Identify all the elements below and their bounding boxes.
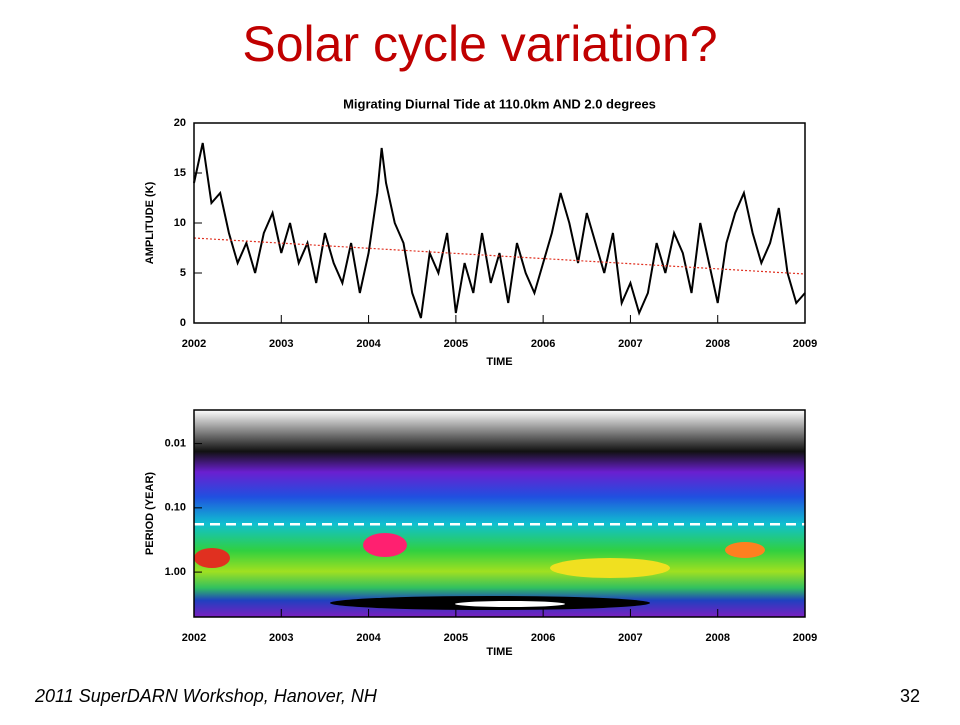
y-tick-label: 1.00 [165, 566, 186, 578]
y-tick-label: 15 [174, 167, 186, 179]
chart-title: Migrating Diurnal Tide at 110.0km AND 2.… [343, 96, 656, 111]
x-tick-label: 2008 [705, 338, 729, 350]
x-axis-label: TIME [486, 356, 512, 368]
y-tick-label: 10 [174, 217, 186, 229]
y-tick-label: 0.01 [165, 438, 186, 450]
y-tick-label: 0 [180, 317, 186, 329]
x-tick-label: 2002 [182, 338, 206, 350]
y-tick-label: 0.10 [165, 502, 186, 514]
footer: 2011 SuperDARN Workshop, Hanover, NH [34, 686, 378, 706]
y-tick-label: 20 [174, 117, 186, 129]
y-axis-label: AMPLITUDE (K) [144, 181, 156, 264]
plot-frame [193, 409, 806, 618]
x-tick-label: 2006 [531, 338, 555, 350]
x-tick-label: 2003 [269, 338, 293, 350]
slide-title: Solar cycle variation? [242, 16, 717, 72]
plot-frame [193, 122, 806, 324]
y-tick-label: 5 [180, 267, 186, 279]
x-tick-label: 2002 [182, 632, 206, 644]
page-number: 32 [900, 686, 920, 706]
x-tick-label: 2007 [618, 632, 642, 644]
x-tick-label: 2004 [356, 632, 381, 644]
x-tick-label: 2007 [618, 338, 642, 350]
data-line [193, 142, 806, 319]
x-tick-label: 2009 [793, 632, 817, 644]
x-tick-label: 2009 [793, 338, 817, 350]
x-axis-label: TIME [486, 646, 512, 658]
y-axis-label: PERIOD (YEAR) [144, 472, 156, 555]
x-tick-label: 2008 [705, 632, 729, 644]
x-tick-label: 2005 [444, 632, 468, 644]
x-tick-label: 2005 [444, 338, 468, 350]
wavelet-fill [194, 410, 805, 617]
x-tick-label: 2003 [269, 632, 293, 644]
x-tick-label: 2004 [356, 338, 381, 350]
x-tick-label: 2006 [531, 632, 555, 644]
